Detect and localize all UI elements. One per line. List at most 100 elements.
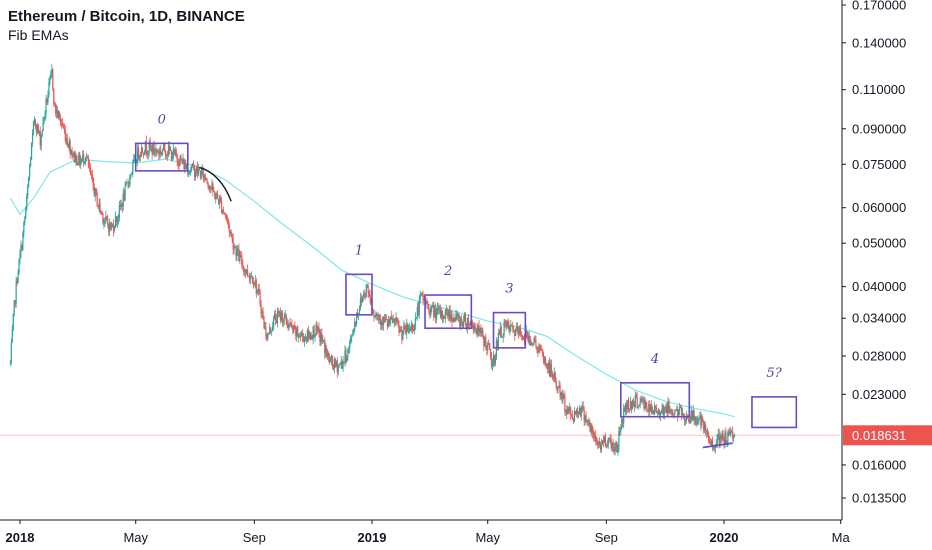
candle: [415, 317, 417, 320]
candle-body: [270, 327, 272, 332]
indicator-label[interactable]: Fib EMAs: [8, 27, 69, 43]
candle: [517, 326, 520, 339]
candle: [423, 295, 425, 302]
candle-body: [393, 318, 395, 324]
candle: [554, 371, 556, 383]
candle-body: [484, 337, 486, 346]
candle: [158, 148, 160, 160]
candle: [227, 218, 229, 229]
candle: [621, 417, 623, 430]
candle-body: [232, 238, 234, 250]
candle-body: [313, 326, 315, 338]
candle-body: [464, 314, 467, 324]
candle: [448, 305, 450, 321]
candle: [15, 276, 17, 308]
wave-boxes[interactable]: 0 123 4 5?: [134, 112, 798, 429]
candle: [537, 347, 539, 358]
candle: [608, 437, 610, 443]
wave-label: 4: [650, 352, 659, 367]
candle: [544, 355, 547, 368]
candle-body: [444, 311, 446, 319]
wave-box-1[interactable]: 1: [345, 243, 373, 316]
candle-body: [579, 407, 581, 416]
candle-body: [359, 298, 362, 309]
candle-body: [363, 294, 365, 297]
candle-body: [685, 416, 687, 421]
candle-body: [701, 418, 703, 426]
candle-body: [566, 410, 568, 415]
candle-body: [33, 119, 36, 122]
candle: [543, 351, 545, 365]
candle: [387, 315, 389, 328]
candle: [201, 164, 203, 176]
candle-body: [309, 332, 311, 340]
candle-body: [337, 365, 339, 373]
candle: [568, 406, 570, 415]
candle-body: [384, 319, 387, 322]
candle-body: [165, 151, 167, 156]
candle: [30, 142, 33, 161]
candle-body: [560, 392, 562, 396]
candle-body: [603, 435, 606, 443]
wave-box-3[interactable]: 3: [492, 282, 527, 349]
candle: [263, 315, 265, 329]
candle-body: [667, 402, 669, 414]
candle-body: [589, 421, 591, 432]
candle: [52, 68, 54, 91]
candle-body: [617, 448, 619, 452]
candle: [250, 271, 253, 278]
candle-body: [223, 212, 226, 215]
wave-box-2[interactable]: 2: [424, 264, 473, 330]
candle: [523, 334, 525, 345]
candle: [479, 327, 481, 337]
candle: [703, 420, 705, 434]
candle-body: [390, 316, 392, 319]
candle: [369, 289, 371, 304]
candle: [525, 325, 527, 339]
candle: [538, 342, 540, 354]
candle: [275, 314, 278, 324]
candle-body: [446, 309, 448, 316]
wave-box-5[interactable]: 5?: [751, 366, 798, 429]
candle-body: [269, 327, 271, 335]
candle: [326, 345, 328, 359]
candle-body: [383, 317, 386, 322]
candle-body: [655, 408, 658, 413]
candle-body: [408, 329, 410, 332]
candle: [721, 430, 723, 443]
candle-body: [498, 333, 500, 335]
candle-body: [568, 407, 570, 412]
candle-body: [563, 395, 565, 396]
candle: [615, 440, 617, 452]
candle-body: [321, 333, 323, 341]
candle-body: [392, 318, 394, 324]
candle-body: [540, 349, 542, 351]
candle: [572, 417, 575, 425]
candle: [151, 144, 153, 160]
candle: [383, 313, 386, 324]
candle-body: [185, 162, 187, 170]
candle: [426, 297, 428, 305]
candle: [161, 151, 163, 156]
candle-body: [11, 330, 13, 343]
candle: [319, 328, 321, 346]
y-tick-label: 0.090000: [852, 121, 906, 136]
candle: [390, 310, 392, 321]
candle-body: [23, 222, 25, 233]
candle: [59, 114, 62, 126]
candle-body: [194, 173, 197, 177]
candle-body: [600, 443, 603, 450]
candle-body: [723, 439, 725, 446]
candle-body: [325, 348, 327, 354]
candle-body: [585, 415, 587, 422]
candle-body: [22, 232, 24, 250]
candle-body: [666, 406, 668, 414]
candle-body: [164, 143, 166, 152]
candle-body: [605, 444, 607, 446]
candle-body: [481, 330, 483, 333]
candle: [567, 405, 569, 415]
candle-body: [352, 334, 354, 336]
wave-box-0[interactable]: 0: [134, 112, 189, 172]
wave-box-4[interactable]: 4: [620, 352, 691, 418]
